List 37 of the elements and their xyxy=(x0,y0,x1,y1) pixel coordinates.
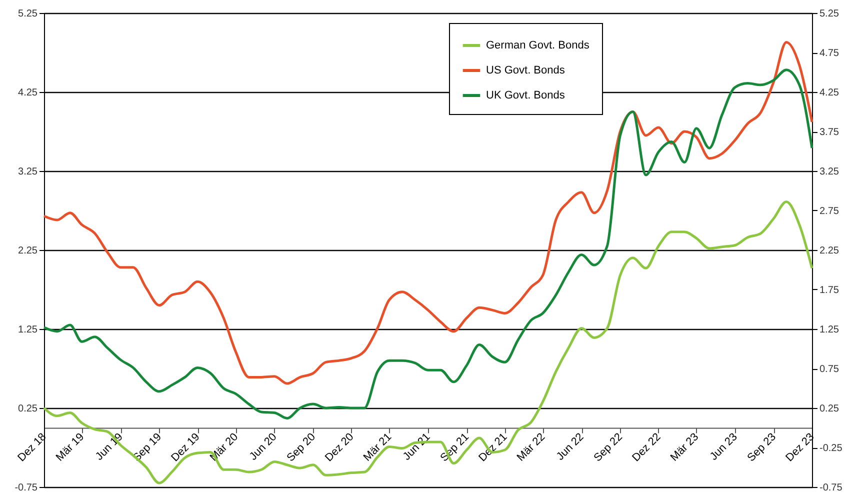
y-tick-label: -0.75 xyxy=(14,482,38,494)
y-tick-label: 5.25 xyxy=(18,8,38,20)
y2-tick-label: 1.25 xyxy=(820,324,840,336)
x-tick-label: Mär 23 xyxy=(668,431,702,464)
y2-tick-label: -0.25 xyxy=(820,443,843,454)
x-tick-label: Dez 22 xyxy=(630,431,664,464)
y-tick-label: 3.25 xyxy=(18,166,38,178)
y2-tick-label: 0.75 xyxy=(820,364,840,375)
x-tick-label: Mär 19 xyxy=(54,431,87,464)
x-tick-label: Sep 22 xyxy=(592,431,625,464)
y2-tick-label: -0.75 xyxy=(820,482,843,494)
y2-tick-label: 2.75 xyxy=(820,206,840,217)
x-tick-label: Jun 19 xyxy=(93,431,126,463)
y2-tick-label: 1.75 xyxy=(820,285,840,296)
y2-tick-label: 3.25 xyxy=(820,166,840,178)
y2-tick-label: 0.25 xyxy=(820,404,840,414)
legend-label: UK Govt. Bonds xyxy=(486,90,566,102)
x-tick-label: Jun 22 xyxy=(554,431,586,463)
x-tick-label: Dez 20 xyxy=(323,431,356,464)
y-tick-label: 2.25 xyxy=(18,246,38,256)
y2-tick-label: 3.75 xyxy=(820,127,840,138)
x-tick-label: Sep 20 xyxy=(284,431,318,464)
y2-tick-label: 4.75 xyxy=(820,48,840,59)
legend-label: German Govt. Bonds xyxy=(486,40,590,52)
y2-tick-label: 4.25 xyxy=(820,88,840,98)
x-tick-label: Jun 23 xyxy=(708,431,740,463)
y2-tick-label: 2.25 xyxy=(820,246,840,256)
legend-label: US Govt. Bonds xyxy=(486,64,566,76)
x-tick-label: Sep 23 xyxy=(745,431,778,464)
y-tick-label: 0.25 xyxy=(18,404,38,414)
y2-tick-label: 5.25 xyxy=(820,8,840,20)
x-tick-label: Jun 20 xyxy=(247,431,280,463)
x-tick-label: Dez 19 xyxy=(169,431,202,464)
x-tick-label: Mär 22 xyxy=(514,431,548,464)
y-tick-label: 4.25 xyxy=(18,88,38,98)
y-tick-label: 1.25 xyxy=(18,324,38,336)
x-tick-label: Mär 21 xyxy=(361,431,394,464)
